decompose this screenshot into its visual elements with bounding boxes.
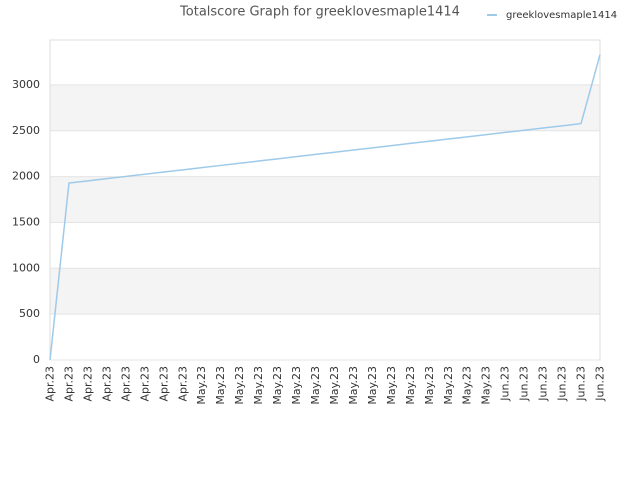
x-tick-label: Apr.23 [62, 366, 75, 402]
x-tick-label: May.23 [309, 366, 322, 405]
grid-band [50, 268, 600, 315]
y-tick-label: 2000 [12, 170, 40, 183]
x-tick-label: Jun.23 [537, 366, 550, 402]
x-tick-label: May.23 [423, 366, 436, 405]
y-tick-label: 500 [19, 307, 40, 320]
x-tick-label: Apr.23 [176, 366, 189, 402]
x-tick-label: Jun.23 [556, 366, 569, 402]
x-tick-label: May.23 [328, 366, 341, 405]
x-tick-label: May.23 [233, 366, 246, 405]
x-tick-label: Apr.23 [138, 366, 151, 402]
y-tick-label: 0 [33, 353, 40, 366]
y-tick-label: 1500 [12, 215, 40, 228]
x-tick-label: Jun.23 [499, 366, 512, 402]
x-tick-label: May.23 [404, 366, 417, 405]
x-tick-label: May.23 [290, 366, 303, 405]
x-tick-label: Jun.23 [594, 366, 607, 402]
x-tick-label: May.23 [442, 366, 455, 405]
x-tick-label: May.23 [271, 366, 284, 405]
y-tick-label: 1000 [12, 261, 40, 274]
x-tick-label: May.23 [385, 366, 398, 405]
x-tick-label: Apr.23 [100, 366, 113, 402]
x-tick-label: May.23 [461, 366, 474, 405]
grid-band [50, 176, 600, 223]
x-tick-label: Jun.23 [518, 366, 531, 402]
x-tick-label: May.23 [480, 366, 493, 405]
x-tick-label: Jun.23 [575, 366, 588, 402]
x-tick-label: May.23 [214, 366, 227, 405]
line [49, 54, 601, 361]
x-tick-label: Apr.23 [119, 366, 132, 402]
y-tick-label: 3000 [12, 78, 40, 91]
y-tick-label: 2500 [12, 124, 40, 137]
x-tick-label: Apr.23 [157, 366, 170, 402]
x-tick-label: May.23 [366, 366, 379, 405]
legend-label: greeklovesmaple1414 [506, 10, 617, 21]
grid-band [50, 84, 600, 131]
x-tick-label: Apr.23 [81, 366, 94, 402]
x-tick-label: Apr.23 [44, 366, 57, 402]
x-tick-label: May.23 [195, 366, 208, 405]
x-tick-label: May.23 [252, 366, 265, 405]
x-tick-label: May.23 [347, 366, 360, 405]
chart-title: Totalscore Graph for greeklovesmaple1414 [179, 5, 460, 20]
